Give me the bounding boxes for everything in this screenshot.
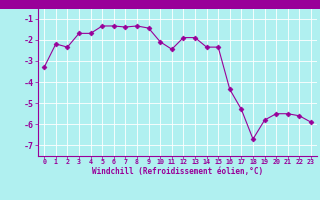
X-axis label: Windchill (Refroidissement éolien,°C): Windchill (Refroidissement éolien,°C) [92,167,263,176]
